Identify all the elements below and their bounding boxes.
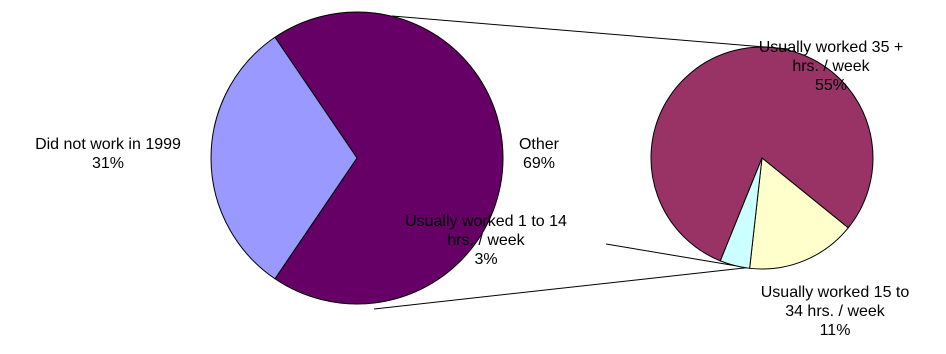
label-worked-1-14-percent: 3% xyxy=(474,251,498,268)
label-worked-1-14: Usually worked 1 to 14 hrs. / week 3% xyxy=(376,212,596,269)
label-other: Other 69% xyxy=(504,135,574,173)
label-worked-15-34-percent: 11% xyxy=(819,322,851,339)
label-did-not-work-name: Did not work in 1999 xyxy=(35,136,181,153)
label-worked-1-14-line1: Usually worked 1 to 14 xyxy=(405,213,567,230)
label-other-name: Other xyxy=(518,136,559,153)
label-worked-35-plus-line2: hrs. / week xyxy=(792,58,870,75)
leader-line-worked-1-14 xyxy=(605,243,735,267)
connector-line-bottom xyxy=(373,266,754,310)
slice-other xyxy=(274,11,504,305)
label-other-percent: 69% xyxy=(522,155,556,172)
connector-lines xyxy=(373,15,790,310)
label-worked-1-14-line2: hrs. / week xyxy=(447,232,525,249)
slice-did-not-work xyxy=(210,36,358,280)
slice-worked-1-14 xyxy=(719,157,763,269)
label-worked-15-34: Usually worked 15 to 34 hrs. / week 11% xyxy=(730,283,940,340)
secondary-pie xyxy=(650,46,874,270)
label-worked-35-plus-percent: 55% xyxy=(814,77,848,94)
slice-worked-35-plus xyxy=(650,46,874,262)
label-worked-15-34-line1: Usually worked 15 to xyxy=(760,284,910,301)
main-pie xyxy=(210,11,504,305)
label-did-not-work-percent: 31% xyxy=(91,155,125,172)
leader-lines xyxy=(605,243,735,267)
connector-line-top xyxy=(391,15,790,50)
label-worked-35-plus: Usually worked 35 + hrs. / week 55% xyxy=(726,38,936,95)
label-worked-15-34-line2: 34 hrs. / week xyxy=(785,303,885,320)
label-did-not-work: Did not work in 1999 31% xyxy=(8,135,208,173)
label-worked-35-plus-line1: Usually worked 35 + xyxy=(758,39,904,56)
slice-worked-15-34 xyxy=(749,157,849,270)
